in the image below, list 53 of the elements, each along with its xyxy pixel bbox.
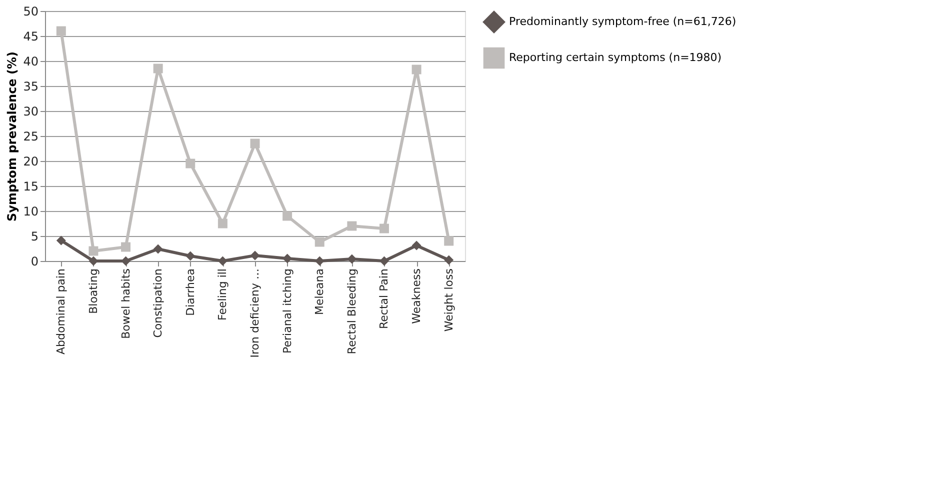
y-tick-label: 30 [23,104,38,118]
point [282,254,292,264]
point [314,256,324,266]
point [218,256,228,266]
x-tick-label: Rectal Bleeding [345,268,358,354]
y-axis-title: Symptom prevalence (%) [5,51,20,222]
point [250,250,260,260]
x-tick-label: Constipation [152,268,165,338]
y-tick-label: 40 [23,54,38,68]
x-tick-label: Perianal itching [280,268,294,354]
legend-label: Reporting certain symptoms (n=1980) [509,51,722,64]
point [412,64,422,74]
point [314,237,324,247]
x-tick-label: Iron deficieny … [248,268,262,358]
point [347,254,357,264]
x-tick-label: Weakness [410,268,424,324]
point [56,236,66,246]
point [56,26,66,36]
y-tick-label: 35 [23,80,38,94]
x-tick-label: Diarrhea [184,268,197,316]
point [282,211,292,221]
point [444,236,454,246]
point [153,244,163,254]
point [121,242,131,252]
x-tick-label: Meleana [313,268,326,316]
y-tick-label: 45 [23,30,38,44]
point [186,251,196,261]
point [444,255,454,265]
y-tick-label: 0 [30,254,38,268]
point [153,64,163,74]
x-tick-label: Abdominal pain [54,268,68,355]
point [347,221,357,231]
point [186,158,196,168]
y-tick-label: 25 [23,130,38,144]
y-tick-label: 15 [23,180,38,194]
point [218,218,228,228]
point [88,246,98,256]
y-tick-label: 5 [30,230,38,244]
point [379,224,389,234]
x-tick-label: Bloating [86,268,100,314]
point [121,256,131,266]
point [250,138,260,148]
point [379,256,389,266]
legend-label: Predominantly symptom-free (n=61,726) [509,15,736,28]
y-tick-label: 10 [23,204,38,218]
point [412,240,422,250]
x-tick-label: Rectal Pain [378,268,391,329]
x-tick-label: Weight loss [442,268,456,332]
x-tick-label: Bowel habits [119,268,132,339]
x-tick-label: Feeling ill [216,268,230,320]
point [88,256,98,266]
y-tick-label: 50 [23,4,38,18]
y-tick-label: 20 [23,154,38,168]
